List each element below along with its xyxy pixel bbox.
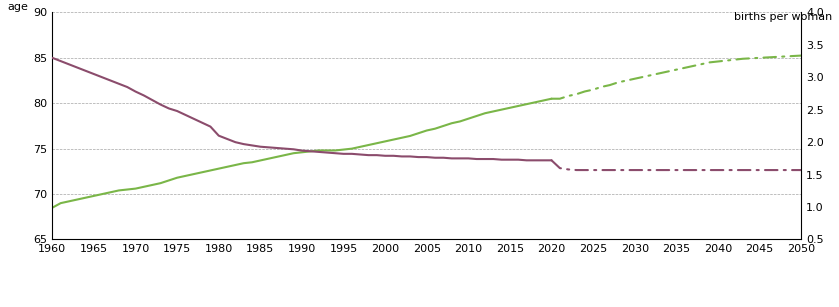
Y-axis label: births per woman: births per woman [734,13,832,22]
Y-axis label: age: age [7,2,28,13]
